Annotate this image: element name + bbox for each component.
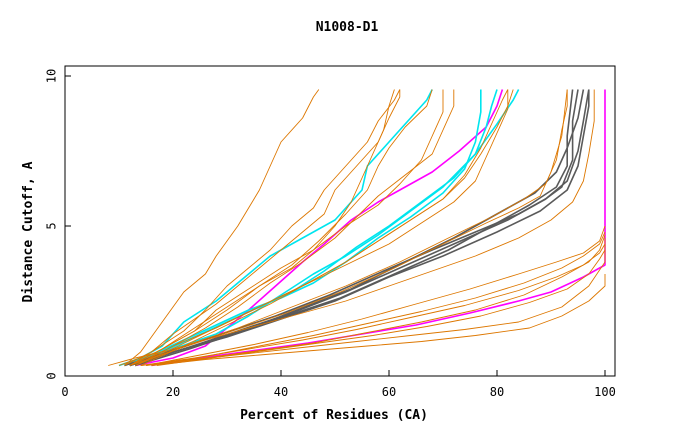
x-tick-label-2: 40 [274, 385, 288, 399]
series-line-12 [124, 89, 401, 366]
series-line-27 [145, 225, 606, 366]
series-line-18 [129, 89, 568, 366]
x-tick-label-3: 60 [382, 385, 396, 399]
series-line-30 [156, 249, 606, 366]
series-line-31 [108, 89, 595, 366]
series-layer [108, 89, 606, 367]
x-tick-label-1: 20 [166, 385, 180, 399]
series-line-14 [129, 89, 455, 366]
series-line-20 [129, 89, 444, 366]
series-line-16 [140, 89, 509, 366]
y-axis-label: Distance Cutoff, A [21, 161, 36, 302]
y-tick-label-1: 5 [45, 222, 59, 229]
chart-title: N1008-D1 [316, 20, 379, 35]
series-line-3 [118, 89, 433, 367]
series-line-6 [124, 89, 482, 367]
series-line-8 [129, 89, 590, 367]
y-tick-label-2: 10 [45, 69, 59, 83]
series-line-7 [129, 89, 590, 367]
series-line-29 [140, 243, 606, 366]
x-axis-label: Percent of Residues (CA) [240, 408, 428, 423]
series-line-21 [134, 89, 509, 366]
series-line-28 [151, 274, 606, 366]
y-tick-label-0: 0 [45, 372, 59, 379]
series-line-26 [151, 231, 606, 366]
series-line-4 [129, 89, 498, 367]
series-line-15 [135, 89, 514, 366]
series-line-11 [129, 89, 574, 367]
series-line-13 [129, 89, 433, 366]
series-line-22 [124, 89, 320, 366]
x-tick-label-5: 100 [594, 385, 616, 399]
series-line-9 [134, 89, 585, 367]
series-line-10 [124, 89, 579, 367]
series-line-24 [140, 238, 606, 366]
x-tick-label-0: 0 [61, 385, 68, 399]
series-line-5 [134, 89, 520, 367]
series-line-2 [151, 89, 606, 367]
series-line-23 [129, 89, 401, 366]
x-tick-label-4: 80 [490, 385, 504, 399]
series-line-17 [135, 89, 568, 366]
plot-frame [64, 65, 616, 377]
tick-layer: 0 20 40 60 80 100 0 5 10 [45, 69, 616, 399]
